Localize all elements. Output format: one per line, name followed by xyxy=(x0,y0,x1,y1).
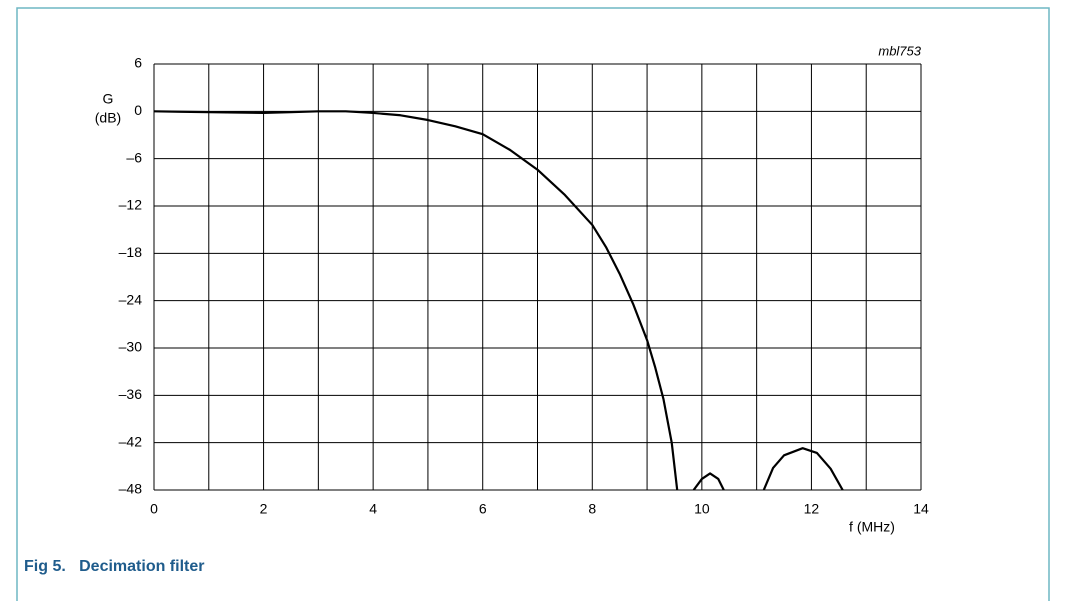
y-tick-label: 0 xyxy=(134,102,142,118)
y-tick-label: –12 xyxy=(119,197,143,213)
x-tick-label: 8 xyxy=(588,501,596,517)
x-tick-label: 12 xyxy=(804,501,820,517)
x-axis-label: f (MHz) xyxy=(849,519,895,535)
y-axis-symbol: G xyxy=(103,91,114,107)
x-tick-label: 0 xyxy=(150,501,158,517)
x-tick-label: 4 xyxy=(369,501,377,517)
y-tick-label: –36 xyxy=(119,386,143,402)
figure-caption: Fig 5. Decimation filter xyxy=(24,558,204,575)
x-tick-label: 10 xyxy=(694,501,710,517)
response-curve xyxy=(154,110,844,490)
x-tick-label: 2 xyxy=(260,501,268,517)
x-tick-label: 6 xyxy=(479,501,487,517)
y-tick-label: –24 xyxy=(119,291,143,307)
y-tick-label: 6 xyxy=(134,55,142,71)
y-tick-label: –48 xyxy=(119,481,143,497)
y-tick-label: –42 xyxy=(119,433,143,449)
y-tick-label: –18 xyxy=(119,244,143,260)
y-tick-label: –30 xyxy=(119,339,143,355)
figure-frame xyxy=(16,7,1050,601)
y-tick-label: –6 xyxy=(126,149,142,165)
x-tick-label: 14 xyxy=(913,501,929,517)
figure-id: mbl753 xyxy=(878,43,921,58)
y-axis-unit: (dB) xyxy=(95,110,121,126)
